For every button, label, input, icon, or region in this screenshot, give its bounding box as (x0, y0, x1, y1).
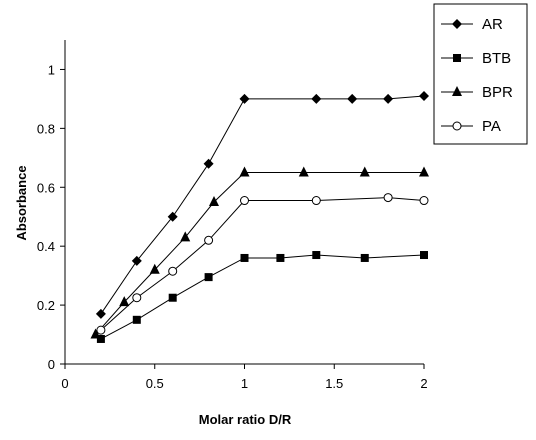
legend-item-pa: PA (441, 118, 501, 135)
y-tick-label: 1 (48, 62, 55, 77)
y-tick-group: 0 0.2 0.4 0.6 0.8 1 (37, 62, 65, 372)
data-point-btb (420, 251, 428, 260)
x-tick-label: 1 (241, 376, 248, 391)
data-point-ar (347, 93, 358, 104)
legend-label: BTB (482, 50, 511, 67)
data-point-ar (419, 90, 429, 101)
x-axis-title: Molar ratio D/R (199, 412, 292, 427)
data-point-pa (311, 196, 321, 206)
data-point-btb (168, 293, 177, 302)
data-point-bpr (359, 166, 370, 177)
legend-marker-btb (453, 54, 461, 62)
legend: AR BTB BPR PA (433, 3, 528, 145)
data-point-bpr (239, 166, 250, 177)
data-point-bpr (119, 296, 130, 307)
y-axis-title: Absorbance (14, 165, 29, 240)
series-line-pa (100, 197, 425, 331)
series-bpr (90, 166, 429, 339)
data-point-ar (311, 93, 322, 104)
data-point-ar (203, 158, 214, 169)
legend-item-bpr: BPR (441, 84, 513, 101)
y-tick-label: 0.2 (37, 298, 55, 313)
legend-item-btb: BTB (441, 50, 511, 67)
y-tick-label: 0 (48, 357, 55, 372)
data-point-pa (132, 293, 142, 303)
data-point-ar (95, 308, 106, 319)
data-point-ar (383, 93, 394, 104)
series-line-ar (100, 95, 425, 315)
x-tick-label: 2 (420, 376, 427, 391)
series-pa (96, 193, 429, 335)
data-point-ar (167, 211, 178, 222)
data-point-pa (96, 325, 106, 335)
data-point-ar (239, 93, 250, 104)
legend-marker-bpr (452, 86, 462, 96)
y-tick-label: 0.8 (37, 121, 55, 136)
series-ar (95, 90, 429, 319)
series-layer (90, 90, 429, 343)
x-tick-label: 0 (61, 376, 68, 391)
data-point-bpr (180, 231, 191, 242)
data-point-btb (96, 334, 105, 343)
data-point-pa (168, 266, 178, 276)
legend-item-ar: AR (441, 16, 503, 33)
legend-label: PA (482, 118, 501, 135)
data-point-bpr (298, 166, 309, 177)
data-point-btb (132, 315, 141, 324)
data-point-bpr (208, 196, 219, 206)
data-point-btb (360, 253, 369, 262)
x-tick-group: 0 0.5 1 1.5 2 (61, 364, 428, 391)
data-point-bpr (419, 166, 429, 177)
data-point-pa (204, 235, 214, 245)
data-point-btb (240, 253, 249, 262)
legend-marker-ar (452, 19, 462, 29)
legend-box (433, 3, 528, 145)
y-tick-label: 0.4 (37, 239, 55, 254)
x-tick-label: 0.5 (146, 376, 164, 391)
series-btb (96, 251, 428, 343)
data-point-pa (240, 196, 249, 206)
legend-marker-pa (452, 121, 462, 131)
legend-label: BPR (482, 84, 513, 101)
x-axis: 0 0.5 1 1.5 2 (61, 363, 428, 391)
data-point-pa (419, 196, 429, 206)
legend-label: AR (482, 16, 503, 33)
y-tick-label: 0.6 (37, 180, 55, 195)
data-point-btb (204, 273, 213, 282)
y-axis: 0 0.2 0.4 0.6 0.8 1 (37, 40, 66, 372)
series-line-btb (100, 254, 425, 340)
data-point-bpr (149, 263, 160, 274)
data-point-ar (131, 255, 142, 266)
series-line-bpr (95, 172, 424, 335)
data-point-btb (312, 251, 321, 260)
x-tick-label: 1.5 (325, 376, 343, 391)
data-point-pa (383, 193, 393, 203)
data-point-btb (276, 253, 285, 262)
data-point-bpr (90, 328, 101, 339)
